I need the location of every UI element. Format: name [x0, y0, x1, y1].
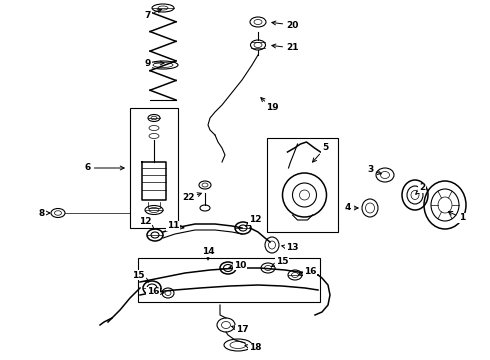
Bar — [130, 108, 178, 228]
Text: 13: 13 — [282, 243, 298, 252]
Text: 5: 5 — [313, 144, 328, 162]
Text: 15: 15 — [271, 257, 288, 267]
Bar — [138, 258, 320, 302]
Text: 7: 7 — [145, 9, 161, 19]
Text: 18: 18 — [245, 343, 261, 352]
Text: 21: 21 — [272, 44, 298, 53]
Text: 2: 2 — [416, 184, 425, 194]
Bar — [267, 138, 338, 232]
Text: 3: 3 — [367, 166, 381, 175]
Text: 12: 12 — [246, 216, 261, 226]
Text: 16: 16 — [147, 288, 164, 297]
Text: 11: 11 — [167, 221, 184, 230]
Text: 20: 20 — [272, 21, 298, 30]
Text: 1: 1 — [448, 212, 465, 222]
Text: 12: 12 — [139, 217, 154, 229]
Text: 16: 16 — [299, 267, 316, 276]
Text: 6: 6 — [85, 163, 124, 172]
Text: 15: 15 — [132, 270, 149, 282]
Text: 17: 17 — [232, 325, 248, 334]
Text: 22: 22 — [182, 193, 201, 202]
Text: 14: 14 — [202, 248, 214, 260]
Text: 8: 8 — [39, 208, 50, 217]
Text: 9: 9 — [145, 58, 164, 68]
Text: 10: 10 — [229, 261, 246, 270]
Text: 4: 4 — [345, 203, 358, 212]
Text: 19: 19 — [261, 98, 278, 112]
